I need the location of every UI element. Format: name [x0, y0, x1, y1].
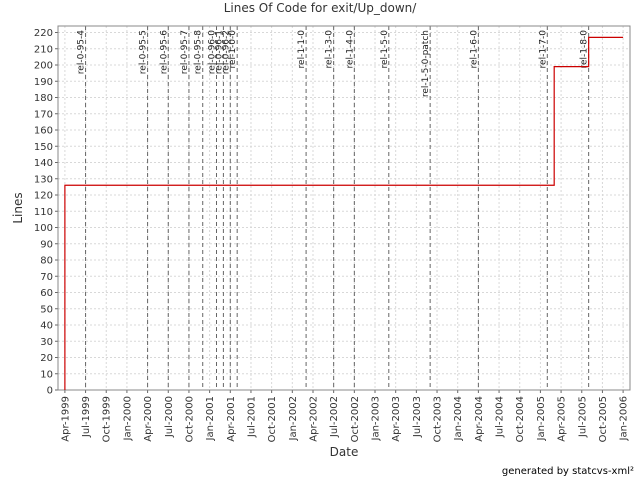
- y-tick-label: 200: [34, 61, 53, 72]
- x-axis-label: Date: [330, 445, 359, 459]
- x-tick-label: Jan-2002: [288, 396, 299, 441]
- x-tick-label: Oct-1999: [102, 396, 113, 442]
- y-tick-label: 100: [34, 223, 53, 234]
- x-tick-label: Oct-2003: [433, 396, 444, 442]
- y-tick-label: 130: [34, 174, 53, 185]
- tag-label: rel-0-95-8: [194, 30, 204, 74]
- footer: generated by statcvs-xml²: [502, 466, 634, 477]
- y-tick-label: 120: [34, 191, 53, 202]
- tag-label: rel-1-6-0: [469, 30, 479, 69]
- y-tick-label: 210: [34, 44, 53, 55]
- x-tick-label: Oct-2000: [184, 396, 195, 442]
- x-tick-label: Jul-2004: [495, 396, 506, 438]
- x-tick-label: Jul-2001: [246, 396, 257, 438]
- y-tick-label: 150: [34, 142, 53, 153]
- y-tick-label: 60: [40, 288, 53, 299]
- tag-label: rel-0-96-0: [208, 30, 218, 74]
- y-tick-label: 110: [34, 207, 53, 218]
- x-tick-label: Jan-2005: [536, 396, 547, 441]
- y-axis-label: Lines: [11, 192, 25, 223]
- x-tick-label: Oct-2001: [267, 396, 278, 442]
- chart-title: Lines Of Code for exit/Up_down/: [224, 1, 418, 15]
- tag-label: rel-0-95-4: [77, 30, 87, 74]
- y-tick-label: 160: [34, 126, 53, 137]
- y-tick-label: 90: [40, 239, 53, 250]
- y-tick-label: 10: [40, 369, 53, 380]
- tag-label: rel-1-3-0: [325, 30, 335, 69]
- tag-label: rel-1-5-0-patch: [421, 30, 431, 97]
- x-tick-label: Jul-2000: [164, 396, 175, 438]
- x-tick-label: Jul-1999: [81, 396, 92, 438]
- y-tick-label: 0: [47, 386, 53, 397]
- y-tick-label: 170: [34, 109, 53, 120]
- x-tick-label: Apr-2001: [226, 396, 237, 442]
- tag-label: rel-1-7-0: [538, 30, 548, 69]
- x-tick-label: Jul-2002: [329, 396, 340, 438]
- x-tick-label: Apr-2003: [391, 396, 402, 442]
- y-tick-label: 50: [40, 304, 53, 315]
- tag-label: rel-0-95-5: [139, 30, 149, 74]
- x-tick-label: Apr-2005: [557, 396, 568, 442]
- x-tick-label: Jul-2003: [412, 396, 423, 438]
- x-tick-label: Oct-2004: [515, 396, 526, 442]
- tag-label: rel-1-4-0: [345, 30, 355, 69]
- x-tick-label: Jan-2001: [205, 396, 216, 441]
- x-tick-label: Apr-2004: [474, 396, 485, 442]
- y-tick-label: 70: [40, 272, 53, 283]
- x-tick-label: Jan-2000: [122, 396, 133, 441]
- y-tick-label: 30: [40, 337, 53, 348]
- x-tick-label: Jul-2005: [577, 396, 588, 438]
- x-tick-label: Oct-2002: [350, 396, 361, 442]
- tag-label: rel-0-95-7: [180, 30, 190, 74]
- x-tick-label: Jan-2006: [619, 396, 630, 441]
- data-line: [64, 36, 624, 390]
- tag-label: rel-1-1-0: [297, 30, 307, 69]
- y-tick-label: 220: [34, 28, 53, 39]
- tag-label: rel-1-0-0: [228, 30, 238, 69]
- x-tick-label: Oct-2005: [598, 396, 609, 442]
- y-tick-label: 20: [40, 353, 53, 364]
- x-tick-label: Apr-2002: [308, 396, 319, 442]
- tag-label: rel-0-96-2: [221, 30, 231, 74]
- y-tick-label: 140: [34, 158, 53, 169]
- tag-label: rel-1-8-0: [580, 30, 590, 69]
- tag-label: rel-0-95-6: [159, 30, 169, 74]
- y-tick-label: 190: [34, 77, 53, 88]
- plot-frame: [57, 25, 631, 391]
- tag-label: rel-1-5-0: [380, 30, 390, 69]
- y-tick-label: 40: [40, 321, 53, 332]
- tag-label: rel-0-96-1: [214, 30, 224, 74]
- y-tick-label: 180: [34, 93, 53, 104]
- x-tick-label: Apr-1999: [60, 396, 71, 442]
- y-tick-label: 80: [40, 256, 53, 267]
- x-tick-label: Apr-2000: [143, 396, 154, 442]
- x-tick-label: Jan-2003: [371, 396, 382, 441]
- x-tick-label: Jan-2004: [453, 396, 464, 441]
